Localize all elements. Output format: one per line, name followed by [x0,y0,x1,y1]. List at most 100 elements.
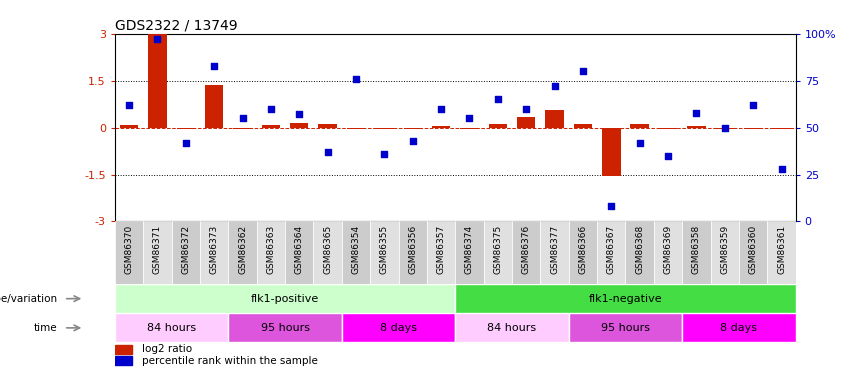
Bar [512,222,540,284]
Bar [659,128,677,129]
Bar [602,128,620,176]
Text: GSM86375: GSM86375 [494,225,502,274]
Bar [540,222,568,284]
Bar [688,126,705,128]
Point [633,140,647,146]
Text: 8 days: 8 days [721,323,757,333]
Bar [631,124,649,128]
Text: GSM86365: GSM86365 [323,225,332,274]
Point [661,153,675,159]
Bar [568,222,597,284]
Text: 95 hours: 95 hours [601,323,650,333]
Bar [176,128,195,129]
Bar [739,222,768,284]
Text: flk1-negative: flk1-negative [589,294,662,304]
Bar [257,222,285,284]
Text: GSM86360: GSM86360 [749,225,757,274]
Bar [568,313,683,342]
Bar [148,34,167,128]
Point [406,138,420,144]
Text: GSM86367: GSM86367 [607,225,616,274]
Text: GSM86376: GSM86376 [522,225,531,274]
Text: 84 hours: 84 hours [488,323,537,333]
Text: GSM86368: GSM86368 [635,225,644,274]
Point [576,68,590,74]
Bar [398,222,427,284]
Bar [233,128,252,129]
Bar [773,128,791,129]
Text: GSM86377: GSM86377 [550,225,559,274]
Point [123,102,136,108]
Text: GSM86354: GSM86354 [351,225,361,274]
Point [179,140,192,146]
Bar [744,128,762,129]
Point [208,63,221,69]
Text: GSM86358: GSM86358 [692,225,701,274]
Bar [597,222,625,284]
Text: GSM86372: GSM86372 [181,225,191,274]
Bar [431,126,450,128]
Text: log2 ratio: log2 ratio [142,344,192,354]
Bar [347,128,365,129]
Point [321,149,334,155]
Text: genotype/variation: genotype/variation [0,294,57,304]
Bar [517,117,535,128]
Bar [228,313,342,342]
Bar [228,222,257,284]
Bar [342,313,455,342]
Point [718,124,732,130]
Point [463,115,477,121]
Bar [574,124,592,128]
Bar [654,222,683,284]
Text: 8 days: 8 days [380,323,417,333]
Bar [342,222,370,284]
Text: GSM86371: GSM86371 [153,225,162,274]
Point [548,83,562,89]
Bar [716,128,734,129]
Bar [483,222,512,284]
Point [434,106,448,112]
Point [519,106,533,112]
Bar [115,222,143,284]
Text: flk1-positive: flk1-positive [251,294,319,304]
Text: percentile rank within the sample: percentile rank within the sample [142,356,318,366]
Text: 95 hours: 95 hours [260,323,310,333]
Text: GSM86357: GSM86357 [437,225,446,274]
Bar [115,313,228,342]
Bar [313,222,342,284]
Text: GSM86356: GSM86356 [408,225,417,274]
Bar [768,222,796,284]
Text: GSM86359: GSM86359 [720,225,729,274]
Bar [455,284,796,313]
Text: GSM86366: GSM86366 [579,225,587,274]
Bar [460,128,478,129]
Bar [115,345,132,354]
Text: time: time [33,323,57,333]
Bar [262,125,280,128]
Bar [545,110,563,128]
Text: GSM86370: GSM86370 [124,225,134,274]
Bar [683,313,796,342]
Text: GSM86369: GSM86369 [664,225,672,274]
Point [746,102,760,108]
Text: GSM86363: GSM86363 [266,225,276,274]
Text: GSM86373: GSM86373 [209,225,219,274]
Text: GDS2322 / 13749: GDS2322 / 13749 [115,19,237,33]
Bar [290,123,308,128]
Bar [427,222,455,284]
Bar [120,125,138,128]
Point [151,36,164,42]
Bar [711,222,739,284]
Bar [455,313,568,342]
Bar [143,222,172,284]
Bar [375,128,393,129]
Bar [115,284,455,313]
Point [264,106,277,112]
Bar [370,222,398,284]
Text: GSM86362: GSM86362 [238,225,247,274]
Text: 84 hours: 84 hours [147,323,197,333]
Point [349,76,363,82]
Text: GSM86355: GSM86355 [380,225,389,274]
Bar [172,222,200,284]
Point [491,96,505,102]
